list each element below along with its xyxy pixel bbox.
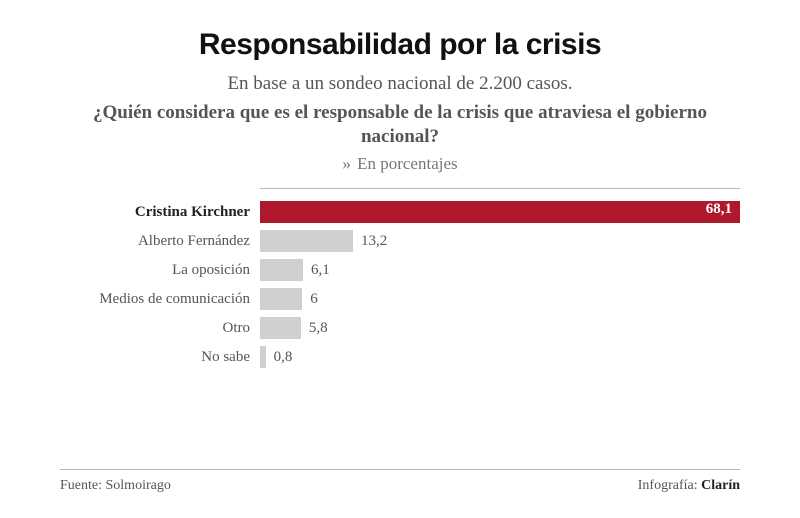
credit-value: Clarín	[701, 478, 740, 493]
bar	[260, 346, 266, 368]
bar-row: Cristina Kirchner 68,1	[60, 201, 740, 223]
bar-row: Medios de comunicación 6	[60, 288, 740, 310]
bar-value: 5,8	[309, 320, 328, 337]
bar-area: 13,2	[260, 230, 740, 252]
bar-value: 6	[310, 291, 318, 308]
bar-row: La oposición 6,1	[60, 259, 740, 281]
bar-label: No sabe	[60, 349, 260, 366]
bar-value: 0,8	[274, 349, 293, 366]
bar-row: Alberto Fernández 13,2	[60, 230, 740, 252]
chevron-right-icon: »	[342, 154, 349, 173]
bar-label: Otro	[60, 320, 260, 337]
bar	[260, 259, 303, 281]
chart-footer: Fuente: Solmoirago Infografía: Clarín	[60, 478, 740, 494]
bar	[260, 288, 302, 310]
bar-value: 68,1	[706, 201, 732, 218]
chart-title: Responsabilidad por la crisis	[60, 28, 740, 62]
bar: 68,1	[260, 201, 740, 223]
chart-question: ¿Quién considera que es el responsable d…	[90, 101, 710, 150]
bar	[260, 317, 301, 339]
bar-area: 68,1	[260, 201, 740, 223]
source-value: Solmoirago	[106, 478, 171, 493]
bar-value: 6,1	[311, 262, 330, 279]
bar-label: Alberto Fernández	[60, 233, 260, 250]
bar-row: No sabe 0,8	[60, 346, 740, 368]
bar-area: 6	[260, 288, 740, 310]
bar-area: 0,8	[260, 346, 740, 368]
bar-area: 5,8	[260, 317, 740, 339]
bar-area: 6,1	[260, 259, 740, 281]
bar-label: Cristina Kirchner	[60, 204, 260, 221]
bar-chart: Cristina Kirchner 68,1 Alberto Fernández 13…	[60, 188, 740, 368]
chart-container: Responsabilidad por la crisis En base a …	[0, 0, 800, 518]
chart-subtitle: En base a un sondeo nacional de 2.200 ca…	[60, 72, 740, 97]
credit: Infografía: Clarín	[638, 478, 740, 494]
bar-label: La oposición	[60, 262, 260, 279]
bar-row: Otro 5,8	[60, 317, 740, 339]
axis-line	[260, 188, 740, 189]
bar-label: Medios de comunicación	[60, 291, 260, 308]
credit-label: Infografía:	[638, 478, 698, 493]
footer-divider	[60, 469, 740, 470]
unit-label: En porcentajes	[357, 154, 458, 173]
source-label: Fuente:	[60, 478, 102, 493]
bar-rows: Cristina Kirchner 68,1 Alberto Fernández 13…	[60, 201, 740, 368]
bar-value: 13,2	[361, 233, 387, 250]
chart-unit: » En porcentajes	[60, 154, 740, 174]
source: Fuente: Solmoirago	[60, 478, 171, 494]
bar	[260, 230, 353, 252]
